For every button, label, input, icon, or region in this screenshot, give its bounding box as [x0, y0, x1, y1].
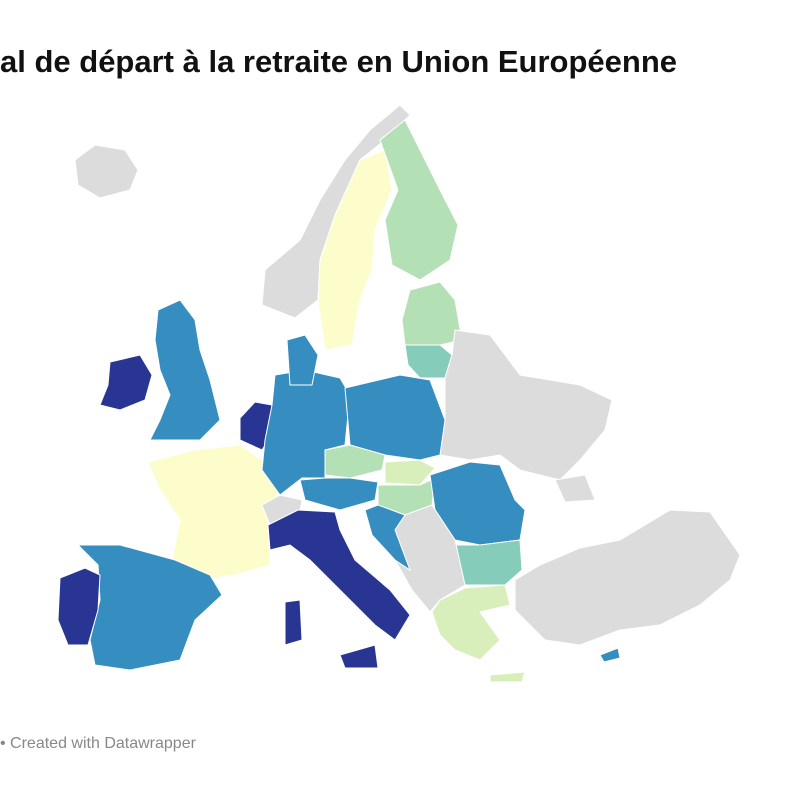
slovakia — [384, 459, 436, 486]
finland — [379, 119, 459, 281]
ireland — [99, 354, 153, 411]
iceland — [74, 144, 139, 199]
bulgaria — [454, 539, 523, 586]
sardinia — [284, 599, 303, 646]
czechia — [324, 444, 386, 479]
spain — [76, 544, 223, 671]
baltics — [401, 281, 463, 346]
sicily — [339, 644, 379, 669]
east — [439, 329, 613, 481]
uk — [149, 299, 221, 441]
lithuania — [404, 344, 453, 379]
poland — [344, 374, 446, 461]
portugal — [57, 567, 101, 646]
italy — [267, 509, 411, 641]
turkey — [514, 509, 741, 646]
greece — [431, 584, 511, 661]
map — [57, 104, 741, 683]
cyprus — [599, 647, 621, 663]
crete — [489, 671, 526, 683]
austria — [299, 477, 379, 511]
title: al de départ à la retraite en Union Euro… — [0, 44, 677, 79]
balkans — [379, 504, 466, 613]
sweden — [317, 149, 393, 351]
footer: • Created with Datawrapper — [0, 735, 197, 752]
crimea — [554, 474, 596, 503]
france — [147, 444, 283, 581]
croatia — [364, 504, 412, 572]
denmark — [286, 334, 319, 386]
